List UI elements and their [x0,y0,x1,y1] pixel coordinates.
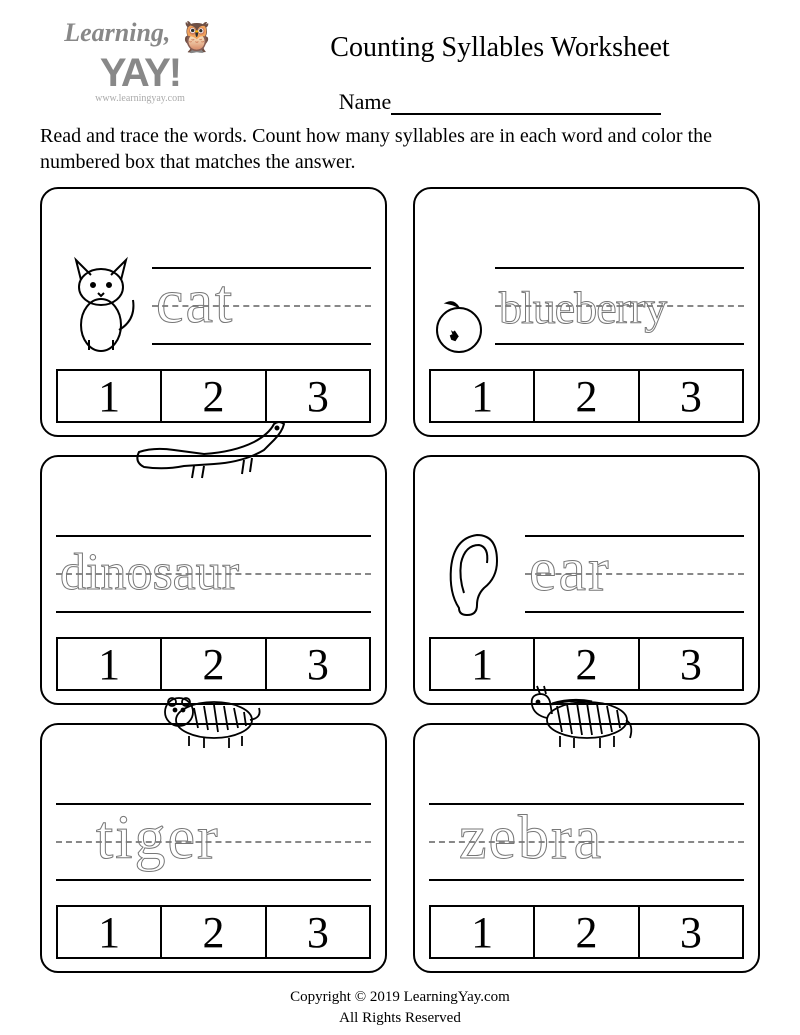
blueberry-icon [429,285,489,355]
writing-lines[interactable]: dinosaur [56,523,371,623]
trace-area: tiger [56,735,371,891]
zebra-icon [522,680,652,750]
number-cell-3[interactable]: 3 [640,371,742,421]
number-row: 1 2 3 [429,905,744,959]
rights: All Rights Reserved [40,1008,760,1029]
card-dinosaur: dinosaur 1 2 3 [40,455,387,705]
card-tiger: tiger 1 2 3 [40,723,387,973]
copyright: Copyright © 2019 LearningYay.com [40,987,760,1008]
number-cell-2[interactable]: 2 [162,907,266,957]
trace-word: ear [529,539,744,601]
card-blueberry: blueberry 1 2 3 [413,187,760,437]
trace-area: cat [56,199,371,355]
trace-area: ear [429,467,744,623]
ear-icon [429,523,519,623]
logo-line1: Learning, [64,18,170,47]
trace-word: dinosaur [60,547,371,599]
trace-area: blueberry [429,199,744,355]
card-zebra: zebra 1 2 3 [413,723,760,973]
number-cell-3[interactable]: 3 [267,907,369,957]
tiger-icon [154,680,274,750]
writing-lines[interactable]: tiger [56,791,371,891]
writing-lines[interactable]: ear [525,523,744,623]
writing-lines[interactable]: cat [152,255,371,355]
name-underline[interactable] [391,113,661,115]
instructions: Read and trace the words. Count how many… [40,123,760,175]
number-cell-3[interactable]: 3 [640,639,742,689]
number-cell-2[interactable]: 2 [535,907,639,957]
logo-line2: YAY! [100,55,180,91]
logo-url: www.learningyay.com [95,93,185,104]
worksheet-title: Counting Syllables Worksheet [240,32,760,64]
number-cell-1[interactable]: 1 [431,639,535,689]
name-label: Name [339,89,392,114]
number-cell-2[interactable]: 2 [535,371,639,421]
card-cat: cat 1 2 3 [40,187,387,437]
trace-word: blueberry [499,285,744,331]
dinosaur-icon [124,412,304,482]
card-grid: cat 1 2 3 blueberry 1 [40,187,760,973]
trace-area: dinosaur [56,467,371,623]
trace-word: zebra [459,807,744,869]
header: Learning, 🦉 YAY! www.learningyay.com Cou… [40,20,760,115]
title-area: Counting Syllables Worksheet Name [240,20,760,115]
number-cell-1[interactable]: 1 [58,907,162,957]
card-ear: ear 1 2 3 [413,455,760,705]
number-cell-3[interactable]: 3 [267,639,369,689]
writing-lines[interactable]: blueberry [495,255,744,355]
owl-icon: 🦉 [178,21,215,54]
name-field: Name [240,89,760,115]
trace-area: zebra [429,735,744,891]
footer: Copyright © 2019 LearningYay.com All Rig… [40,987,760,1029]
number-row: 1 2 3 [56,905,371,959]
number-cell-1[interactable]: 1 [58,639,162,689]
trace-word: tiger [96,807,371,869]
logo: Learning, 🦉 YAY! www.learningyay.com [40,20,240,104]
number-cell-1[interactable]: 1 [431,907,535,957]
number-cell-1[interactable]: 1 [431,371,535,421]
number-cell-3[interactable]: 3 [640,907,742,957]
writing-lines[interactable]: zebra [429,791,744,891]
cat-icon [56,255,146,355]
trace-word: cat [156,271,371,333]
number-row: 1 2 3 [429,369,744,423]
